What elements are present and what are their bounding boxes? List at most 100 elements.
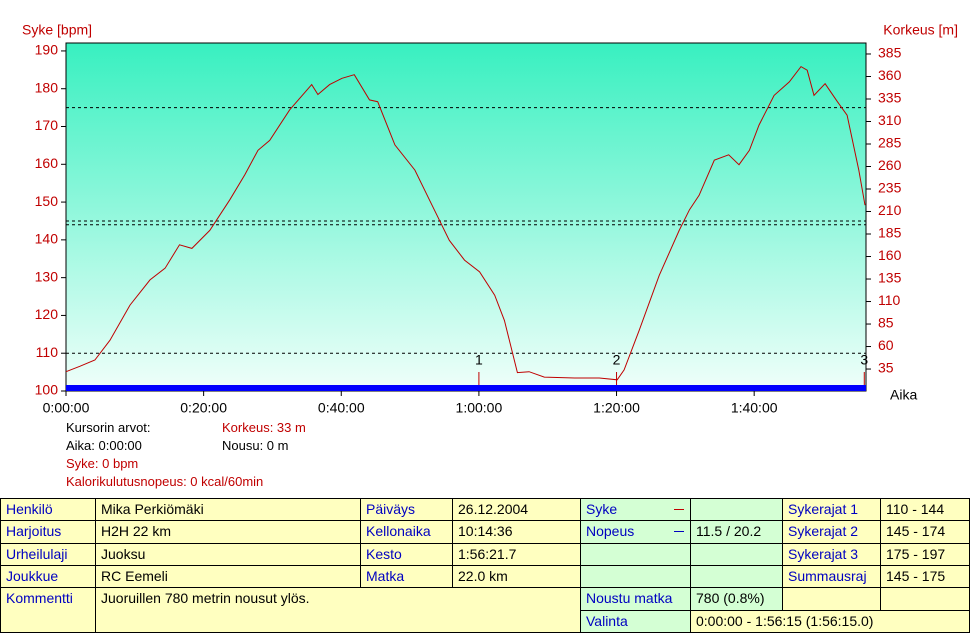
- cell-text: Juoruillen 780 metrin nousut ylös.: [101, 590, 310, 606]
- empty-cell: [690, 565, 783, 588]
- table-cell: Juoruillen 780 metrin nousut ylös.: [95, 587, 581, 633]
- cell-text: Sykerajat 1: [788, 501, 859, 517]
- cell-text: 175 - 197: [886, 546, 946, 562]
- lap-label: 1: [475, 352, 483, 368]
- y-tick-label: 100: [35, 382, 59, 398]
- cell-text: 10:14:36: [458, 523, 513, 539]
- y-tick-label: 120: [35, 306, 59, 322]
- cell-text: Joukkue: [6, 568, 59, 584]
- empty-cell: [690, 498, 783, 521]
- lap-label: 2: [613, 352, 621, 368]
- cell-text: 0:00:00 - 1:56:15 (1:56:15.0): [696, 613, 874, 629]
- lap-label: 3: [860, 352, 868, 368]
- table-cell: 145 - 174: [880, 520, 970, 544]
- table-cell: 145 - 175: [880, 565, 970, 588]
- cursor-kcal: Kalorikulutusnopeus: 0 kcal/60min: [66, 474, 264, 489]
- x-tick-label: 1:00:00: [456, 400, 503, 416]
- y2-tick-label: 110: [878, 292, 901, 308]
- cell-text: Sykerajat 2: [788, 523, 859, 539]
- cell-text: Noustu matka: [586, 590, 673, 606]
- cell-text: Kesto: [366, 546, 402, 562]
- altitude-line: [65, 65, 866, 381]
- empty-cell: [782, 587, 881, 611]
- y2-tick-label: 35: [878, 360, 894, 376]
- y2-tick-label: 285: [878, 135, 902, 151]
- cell-text: Valinta: [586, 613, 628, 629]
- table-cell: 1:56:21.7: [452, 543, 581, 566]
- table-cell: Kommentti: [0, 587, 96, 633]
- cursor-altitude: Korkeus: 33 m: [222, 420, 306, 435]
- table-cell: Kellonaika: [360, 520, 453, 544]
- cell-text: Summausraj: [788, 568, 867, 584]
- cell-text: 26.12.2004: [458, 501, 529, 517]
- y2-axis-title: Korkeus [m]: [883, 22, 958, 38]
- y-axis-title: Syke [bpm]: [22, 22, 92, 38]
- cell-text: 145 - 174: [886, 523, 946, 539]
- cell-text: 780 (0.8%): [696, 590, 765, 606]
- table-cell: 175 - 197: [880, 543, 970, 566]
- y2-tick-label: 310: [878, 112, 902, 128]
- cursor-hr: Syke: 0 bpm: [66, 456, 139, 471]
- empty-cell: [880, 587, 970, 611]
- chart: Syke [bpm] Korkeus [m] Aika 100110120130…: [22, 22, 958, 416]
- cell-text: Kommentti: [6, 590, 73, 606]
- x-tick-label: 1:20:00: [593, 400, 640, 416]
- cell-text: Harjoitus: [6, 523, 62, 539]
- table-cell: 110 - 144: [880, 498, 970, 521]
- y2-tick-label: 135: [878, 270, 902, 286]
- table-cell: RC Eemeli: [95, 565, 361, 588]
- y2-tick-label: 335: [878, 90, 902, 106]
- cell-text: Nopeus: [586, 523, 635, 539]
- plot-area: [65, 42, 867, 392]
- x-tick-label: 0:20:00: [180, 400, 227, 416]
- cell-text: H2H 22 km: [101, 523, 172, 539]
- y2-tick-label: 85: [878, 315, 894, 331]
- y2-tick-label: 185: [878, 225, 902, 241]
- cell-text: Syke: [586, 501, 618, 517]
- y2-tick-label: 160: [878, 247, 902, 263]
- y-tick-label: 170: [35, 117, 59, 133]
- empty-cell: [580, 565, 691, 588]
- table-cell: Henkilö: [0, 498, 96, 521]
- x-axis-title: Aika: [890, 387, 917, 403]
- hr-band: [66, 385, 866, 391]
- y-tick-label: 190: [35, 42, 59, 58]
- y2-tick-label: 210: [878, 202, 902, 218]
- y2-tick-label: 385: [878, 45, 902, 61]
- table-cell: 0:00:00 - 1:56:15 (1:56:15.0): [690, 610, 970, 633]
- y-tick-label: 160: [35, 155, 59, 171]
- x-tick-label: 0:00:00: [43, 400, 90, 416]
- x-tick-label: 0:40:00: [318, 400, 365, 416]
- table-cell: 10:14:36: [452, 520, 581, 544]
- table-cell: Päiväys: [360, 498, 453, 521]
- table-cell: 22.0 km: [452, 565, 581, 588]
- table-cell: 11.5 / 20.2: [690, 520, 783, 544]
- cell-text: 1:56:21.7: [458, 546, 517, 562]
- cell-text: Matka: [366, 568, 405, 584]
- table-cell: Sykerajat 2: [782, 520, 881, 544]
- cursor-title: Kursorin arvot:: [66, 420, 151, 435]
- y2-tick-label: 260: [878, 157, 902, 173]
- y-tick-label: 150: [35, 193, 59, 209]
- table-cell: Mika Perkiömäki: [95, 498, 361, 521]
- table-cell: Urheilulaji: [0, 543, 96, 566]
- y-tick-label: 140: [35, 231, 59, 247]
- empty-cell: [580, 543, 691, 566]
- cell-text: 22.0 km: [458, 568, 508, 584]
- cell-text: 110 - 144: [886, 501, 945, 517]
- table-cell: Juoksu: [95, 543, 361, 566]
- table-cell: Matka: [360, 565, 453, 588]
- cell-text: RC Eemeli: [101, 568, 168, 584]
- y-tick-label: 180: [35, 79, 59, 95]
- cell-text: 11.5 / 20.2: [696, 523, 762, 539]
- table-cell: Sykerajat 1: [782, 498, 881, 521]
- cell-text: Sykerajat 3: [788, 546, 859, 562]
- table-cell: Summausraj: [782, 565, 881, 588]
- cell-text: Kellonaika: [366, 523, 431, 539]
- y-tick-label: 130: [35, 268, 59, 284]
- table-cell: Joukkue: [0, 565, 96, 588]
- cell-text: 145 - 175: [886, 568, 946, 584]
- cell-text: Mika Perkiömäki: [101, 501, 204, 517]
- cursor-time: Aika: 0:00:00: [66, 438, 142, 453]
- table-cell: Harjoitus: [0, 520, 96, 544]
